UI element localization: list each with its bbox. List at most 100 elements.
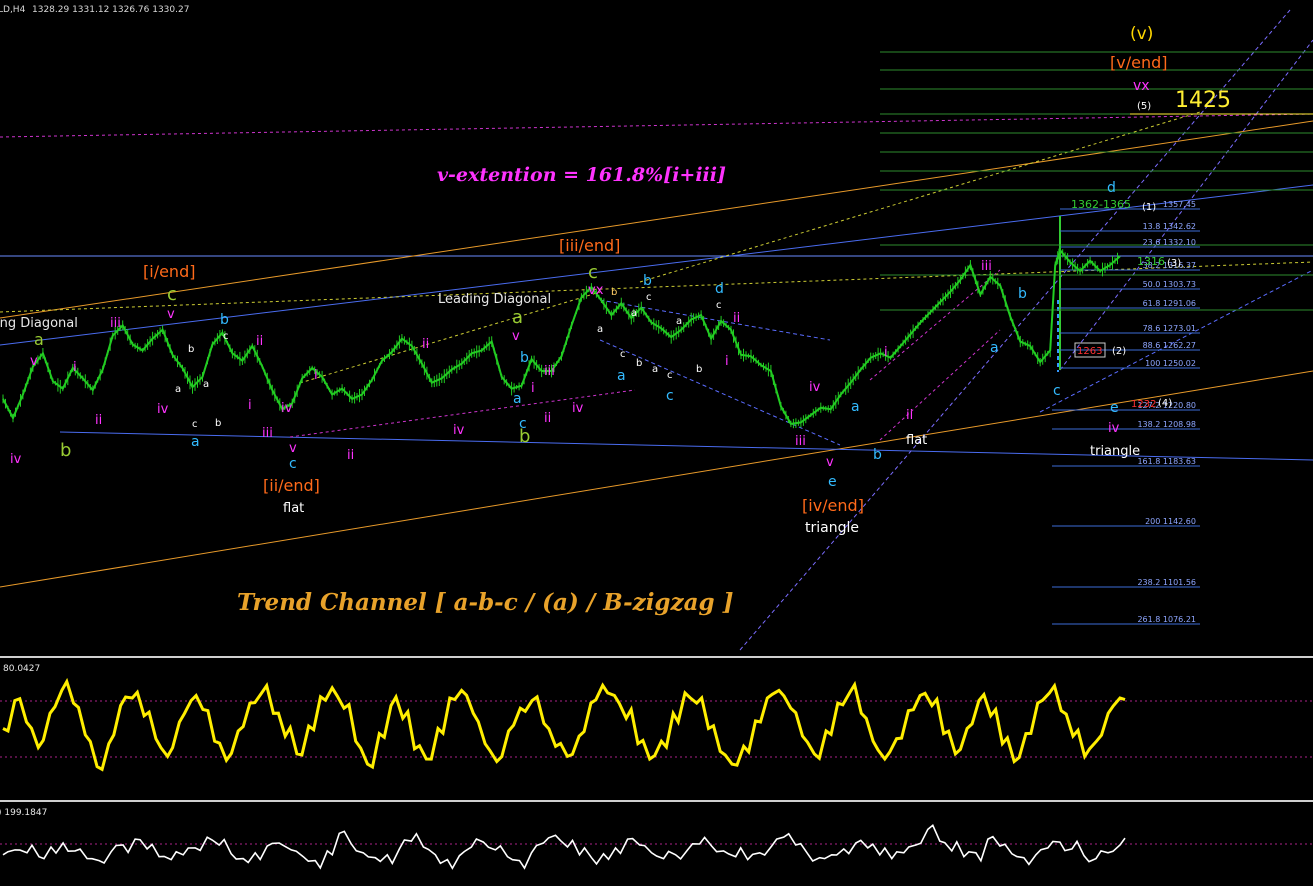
wave-label: a bbox=[512, 307, 523, 328]
wave-label: b bbox=[1018, 286, 1027, 302]
fib-level-label: 1357.45 bbox=[1163, 200, 1196, 209]
fib-level-label: 238.2 1101.56 bbox=[1137, 578, 1196, 587]
horizontal-line-magenta bbox=[0, 113, 1313, 138]
triangle-label-mid: triangle bbox=[805, 520, 859, 536]
trend-channel-annotation: Trend Channel [ a-b-c / (a) / B-zigzag ] bbox=[237, 589, 733, 616]
oscillator-1 bbox=[2, 677, 1126, 772]
paren3-label: (3) bbox=[1167, 258, 1181, 269]
level-1263-box bbox=[1074, 342, 1106, 358]
ohlc-header: 1328.29 1331.12 1326.76 1330.27 bbox=[32, 5, 189, 15]
wave-label: c bbox=[223, 331, 229, 342]
wave-label: ii bbox=[733, 311, 740, 326]
paren2-label: (2) bbox=[1112, 346, 1126, 357]
fib-level-label: 78.6 1273.01 bbox=[1143, 324, 1196, 333]
flat-label-1: flat bbox=[283, 501, 304, 516]
triangle-label-right: triangle bbox=[1090, 444, 1140, 459]
wave-label: a bbox=[631, 308, 637, 319]
fib-level-label: 261.8 1076.21 bbox=[1137, 615, 1196, 624]
wave-label: b bbox=[60, 440, 71, 461]
wave-label: iii bbox=[544, 364, 555, 379]
fib-green-lines bbox=[880, 51, 1313, 311]
wave-label: d bbox=[715, 281, 724, 297]
wave-label: b bbox=[873, 447, 882, 463]
wave-label: v bbox=[30, 354, 38, 369]
wave-label: iii bbox=[795, 434, 806, 449]
wave-label: a bbox=[597, 324, 603, 335]
trend-channel-lower bbox=[0, 370, 1313, 588]
wave-label: b bbox=[696, 364, 702, 375]
target-range-label: 1362-1365 bbox=[1071, 198, 1131, 211]
wave-label: e bbox=[828, 474, 837, 490]
fib-level-label: 88.6 1262.27 bbox=[1143, 341, 1196, 350]
v-extension-annotation: v-extention = 161.8%[i+iii] bbox=[437, 164, 726, 186]
wave-v-paren-label: (v) bbox=[1130, 24, 1153, 44]
e-label-right: e bbox=[1110, 400, 1119, 416]
wave-label: b bbox=[611, 287, 617, 298]
wave-label: iii bbox=[981, 259, 992, 274]
wave-label: b bbox=[520, 350, 529, 366]
target-1425-label: 1425 bbox=[1175, 88, 1231, 113]
d-label-top: d bbox=[1107, 180, 1116, 196]
wave-label: ii bbox=[544, 411, 551, 426]
wave-label: ii bbox=[347, 448, 354, 463]
wave-label: a bbox=[652, 364, 658, 375]
wave-label: b bbox=[519, 426, 530, 447]
wave-label: ii bbox=[906, 408, 913, 423]
fib-level-label: 61.8 1291.06 bbox=[1143, 299, 1196, 308]
wave-label: c bbox=[1053, 383, 1061, 399]
fib-level-label: 13.8 1342.62 bbox=[1143, 222, 1196, 231]
wave-label: v bbox=[512, 329, 520, 344]
wave-label: iv bbox=[453, 423, 465, 438]
fib-level-label: 138.2 1208.98 bbox=[1137, 420, 1196, 429]
wave-label: b bbox=[220, 312, 229, 328]
iii-end-label: [iii/end] bbox=[559, 236, 620, 255]
wave-label: iv bbox=[157, 402, 169, 417]
wave-label: c bbox=[666, 388, 674, 404]
wave-label: c bbox=[620, 349, 626, 360]
osc1-value-label: 80.0427 bbox=[3, 664, 40, 674]
i-end-label: [i/end] bbox=[143, 262, 195, 281]
level-1263-label: 1263 bbox=[1077, 346, 1102, 357]
wave-label: c bbox=[289, 456, 297, 472]
wave-label: a bbox=[34, 330, 44, 349]
wave-label: a bbox=[851, 399, 860, 415]
wave-label: a bbox=[203, 379, 209, 390]
fib-level-label: 100 1250.02 bbox=[1145, 359, 1196, 368]
wave-label: a bbox=[175, 384, 181, 395]
symbol-header: LD,H4 bbox=[0, 5, 26, 15]
wave-label: i bbox=[248, 398, 252, 413]
osc2-line bbox=[2, 824, 1126, 870]
wave-label: v bbox=[167, 307, 175, 322]
wave-label: c bbox=[192, 419, 198, 430]
wave-label: i bbox=[73, 360, 77, 375]
wave-label: v bbox=[289, 441, 297, 456]
trend-channel-upper bbox=[0, 120, 1313, 319]
fib-level-label: 127.2 1220.80 bbox=[1137, 401, 1196, 410]
wave-label: c bbox=[646, 292, 652, 303]
leading-diagonal-label-2: Leading Diagonal bbox=[438, 292, 551, 307]
leading-diagonal-label-1: ing Diagonal bbox=[0, 316, 78, 331]
paren5-label: (5) bbox=[1137, 101, 1151, 112]
leading-diagonal-upper bbox=[299, 291, 601, 384]
wave-label: c bbox=[667, 370, 673, 381]
wave-v-channel bbox=[869, 269, 1001, 381]
channel-yellow-dashed-2 bbox=[639, 111, 1201, 283]
wave-label: iv bbox=[281, 401, 293, 416]
wave-label: i bbox=[531, 381, 535, 396]
wave-label: a bbox=[191, 434, 200, 450]
fib-level-label: 38.2 1316.37 bbox=[1143, 261, 1196, 270]
wave-label: iii bbox=[110, 316, 121, 331]
wave-label: a bbox=[513, 391, 522, 407]
ii-end-label: [ii/end] bbox=[263, 476, 320, 495]
fib-levels: 1357.45 13.8 1342.62 23.6 1332.10 38.2 1316… bbox=[1052, 200, 1200, 625]
wave-label: c bbox=[519, 416, 527, 432]
wave-label: i bbox=[884, 345, 888, 360]
fib-level-label: 23.6 1332.10 bbox=[1143, 238, 1196, 247]
fib-level-label: 50.0 1303.73 bbox=[1143, 280, 1196, 289]
channel-blue-lower bbox=[59, 431, 1313, 461]
iv-label-right: iv bbox=[1108, 421, 1120, 436]
wave-label: i bbox=[725, 354, 729, 369]
wave-label: vx bbox=[588, 283, 604, 298]
